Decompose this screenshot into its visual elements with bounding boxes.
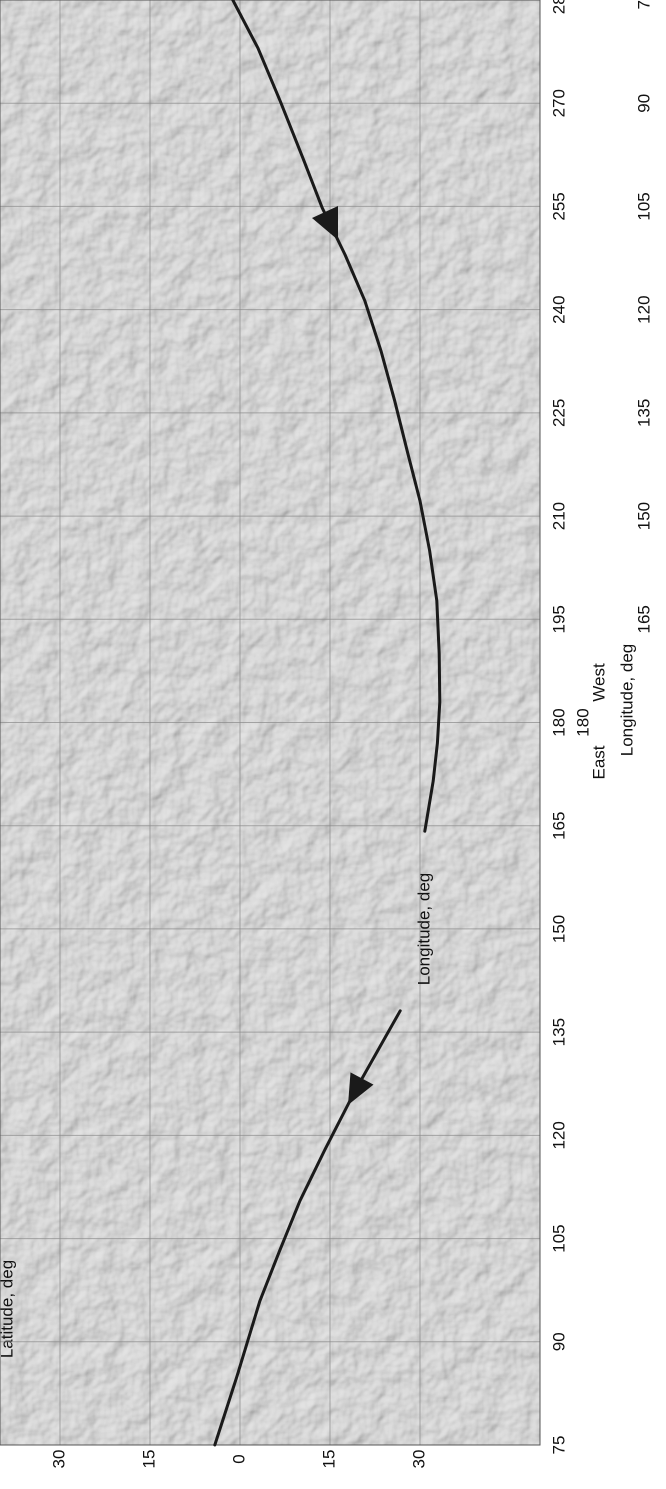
x2-tick-label: 120 <box>634 295 653 323</box>
x-tick-label: 105 <box>549 1224 568 1252</box>
x-tick-label: 135 <box>549 1018 568 1046</box>
x-tick-label: 270 <box>549 89 568 117</box>
chart: Longitude, deg Latitude, deg 75 90 105 120 1… <box>0 0 666 1489</box>
x-tick-label: 180 <box>549 708 568 736</box>
x-tick-label: 150 <box>549 915 568 943</box>
y-tick-label: 15 <box>139 1450 158 1469</box>
page: Longitude, deg Latitude, deg 75 90 105 120 1… <box>0 0 666 1489</box>
annotation: Longitude, deg <box>414 873 433 986</box>
y-tick-label: 30 <box>409 1450 428 1469</box>
x-tick-label: 120 <box>549 1121 568 1149</box>
x2-tick-label: 105 <box>634 192 653 220</box>
x2-tick-label: 150 <box>634 502 653 530</box>
x-tick-label: 90 <box>549 1332 568 1351</box>
x2-tick-label: 180 <box>573 708 592 736</box>
y-tick-label: 15 <box>319 1450 338 1469</box>
x-tick-label: 75 <box>549 1436 568 1455</box>
x-tick-label: 210 <box>549 502 568 530</box>
x-tick-label: 285 <box>549 0 568 14</box>
x2-tick-label: 75 <box>634 0 653 9</box>
y-axis-title: Latitude, deg <box>0 1260 16 1358</box>
x-tick-label: 195 <box>549 605 568 633</box>
y-tick-label: 30 <box>49 1450 68 1469</box>
x2-tick-label: 90 <box>634 94 653 113</box>
x-tick-label: 255 <box>549 192 568 220</box>
x-tick-label: 240 <box>549 295 568 323</box>
x-axis-title: Longitude, deg <box>617 644 636 757</box>
x-tick-label: 225 <box>549 399 568 427</box>
west-label: West <box>589 663 608 702</box>
x2-tick-label: 135 <box>634 399 653 427</box>
y-tick-label: 0 <box>229 1454 248 1463</box>
east-label: East <box>589 745 608 779</box>
x-tick-label: 165 <box>549 812 568 840</box>
x2-tick-label: 165 <box>634 605 653 633</box>
